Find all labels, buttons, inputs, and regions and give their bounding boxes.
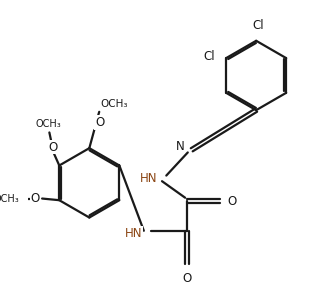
Text: HN: HN [140, 172, 158, 185]
Text: O: O [31, 192, 40, 205]
Text: O: O [48, 141, 57, 154]
Text: O: O [95, 116, 104, 129]
Text: O: O [182, 272, 191, 285]
Text: OCH₃: OCH₃ [0, 194, 20, 204]
Text: Cl: Cl [252, 18, 264, 32]
Text: N: N [176, 140, 184, 153]
Text: Cl: Cl [203, 50, 214, 63]
Text: OCH₃: OCH₃ [100, 99, 127, 109]
Text: HN: HN [125, 227, 142, 240]
Text: OCH₃: OCH₃ [35, 119, 61, 129]
Text: O: O [227, 195, 236, 207]
